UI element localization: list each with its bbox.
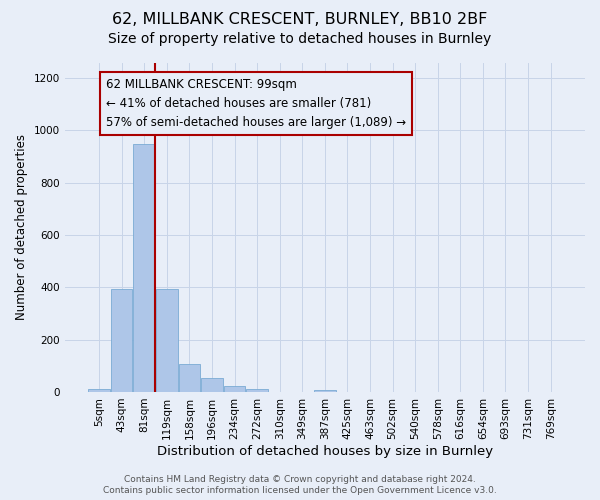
Bar	[314, 390, 335, 392]
Bar	[88, 390, 110, 392]
Bar	[224, 386, 245, 392]
Text: 62 MILLBANK CRESCENT: 99sqm
← 41% of detached houses are smaller (781)
57% of se: 62 MILLBANK CRESCENT: 99sqm ← 41% of det…	[106, 78, 406, 129]
Bar	[133, 144, 155, 392]
Bar	[201, 378, 223, 392]
Text: Contains HM Land Registry data © Crown copyright and database right 2024.: Contains HM Land Registry data © Crown c…	[124, 475, 476, 484]
Text: 62, MILLBANK CRESCENT, BURNLEY, BB10 2BF: 62, MILLBANK CRESCENT, BURNLEY, BB10 2BF	[112, 12, 488, 28]
Bar	[179, 364, 200, 392]
Y-axis label: Number of detached properties: Number of detached properties	[15, 134, 28, 320]
Bar	[156, 289, 178, 392]
Bar	[111, 289, 133, 392]
Text: Contains public sector information licensed under the Open Government Licence v3: Contains public sector information licen…	[103, 486, 497, 495]
Text: Size of property relative to detached houses in Burnley: Size of property relative to detached ho…	[109, 32, 491, 46]
Bar	[247, 390, 268, 392]
X-axis label: Distribution of detached houses by size in Burnley: Distribution of detached houses by size …	[157, 444, 493, 458]
